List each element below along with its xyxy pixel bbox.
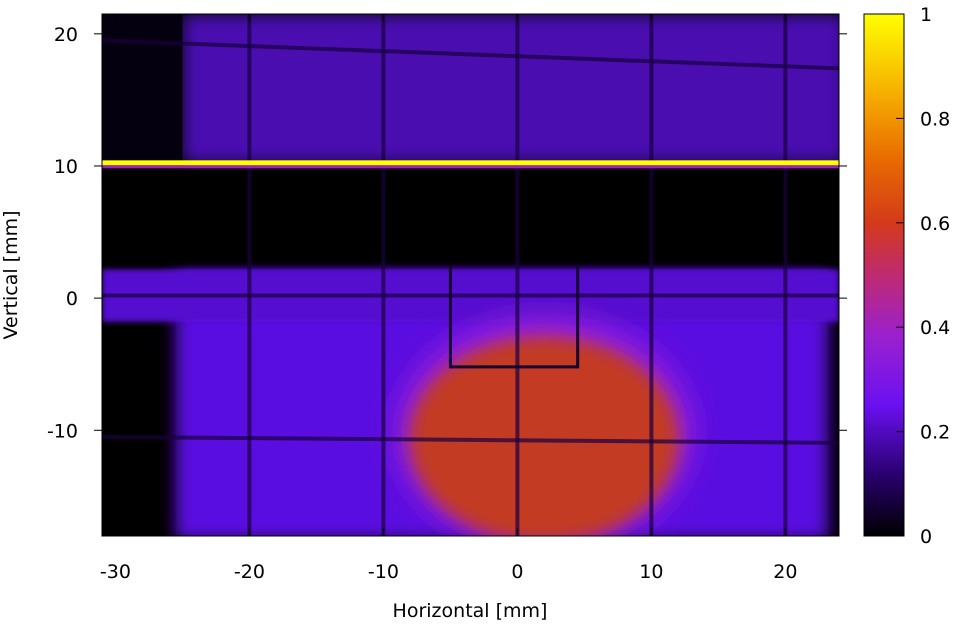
colorbar: 0 0.2 0.4 0.6 0.8 1 xyxy=(863,4,950,548)
y-tick-label: 0 xyxy=(66,288,78,310)
colorbar-tick-label: 0 xyxy=(920,526,932,548)
grid-shadow-horizontal xyxy=(102,38,839,71)
x-tick-label: 0 xyxy=(511,561,523,583)
x-axis-ticks: -30 -20 -10 0 10 20 xyxy=(100,14,797,583)
colorbar-tick-label: 0.2 xyxy=(920,422,950,444)
grid-shadow-horizontal xyxy=(102,434,839,445)
x-tick-label: -20 xyxy=(234,561,265,583)
colorbar-tick-label: 0.6 xyxy=(920,213,950,235)
colorbar-ticks: 0 0.2 0.4 0.6 0.8 1 xyxy=(896,4,950,548)
plot-frame xyxy=(101,13,840,537)
bright-stripe xyxy=(102,160,839,166)
colorbar-tick-label: 1 xyxy=(920,4,932,26)
y-tick-label: 10 xyxy=(54,156,78,178)
y-axis-ticks: -10 0 10 20 xyxy=(47,24,847,442)
colorbar-tick-label: 0.4 xyxy=(920,317,950,339)
y-tick-label: 20 xyxy=(54,24,78,46)
inner-frame-shadow xyxy=(448,265,580,369)
dark-band xyxy=(102,168,839,266)
bright-stripe-edge xyxy=(102,165,839,169)
x-axis-label: Horizontal [mm] xyxy=(393,600,548,622)
x-tick-label: 20 xyxy=(773,561,797,583)
colorbar-gradient xyxy=(863,13,905,537)
colorbar-tick-label: 0.8 xyxy=(920,108,950,130)
y-tick-label: -10 xyxy=(47,420,78,442)
x-tick-label: 10 xyxy=(639,561,663,583)
x-tick-label: -10 xyxy=(368,561,399,583)
upper-left-dark xyxy=(102,14,183,164)
y-axis-label: Vertical [mm] xyxy=(0,210,22,339)
upper-region xyxy=(182,14,839,164)
beam-spot xyxy=(410,337,679,536)
heatmap-image xyxy=(102,14,839,536)
x-tick-label: -30 xyxy=(100,561,131,583)
